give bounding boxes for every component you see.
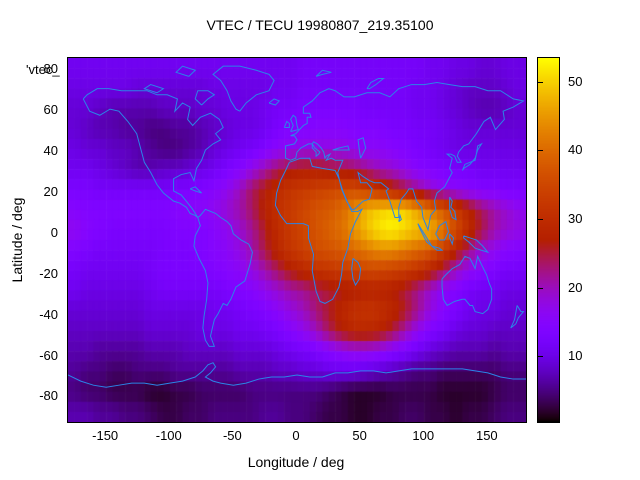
colorbar-tick-label: 30 [568,211,583,227]
plot-title: VTEC / TECU 19980807_219.35100 [206,17,434,33]
colorbar-tick-label: 40 [568,142,583,158]
y-tick-label: -80 [39,388,58,404]
colorbar-tick-mark [538,219,543,221]
key-label: 'vtec_ [26,62,60,77]
colorbar-tick-mark [538,150,543,152]
colorbar-tick-label: 50 [568,73,583,89]
colorbar-canvas [538,58,559,422]
x-tick-label: -150 [92,428,119,443]
y-tick-label: 40 [43,143,58,159]
colorbar [537,57,560,423]
coastline-overlay [68,58,526,422]
y-tick-label: -20 [39,265,58,281]
y-tick-label: 80 [43,61,58,77]
colorbar-tick-mark [538,287,543,289]
x-tick-label: 150 [475,428,498,443]
colorbar-tick-mark [538,356,543,358]
x-tick-label: -100 [155,428,182,443]
colorbar-tick-mark [538,81,543,83]
x-tick-label: 0 [292,428,300,443]
x-tick-label: -50 [222,428,242,443]
colorbar-tick-label: 10 [568,348,583,364]
x-axis-label: Longitude / deg [247,454,345,470]
coastline-path [68,66,526,387]
map-plot-area [67,57,527,423]
x-tick-label: 50 [352,428,367,443]
y-tick-label: 20 [43,183,58,199]
x-tick-label: 100 [412,428,435,443]
y-tick-label: -60 [39,347,58,363]
heatmap-canvas [68,58,526,422]
colorbar-tick-label: 20 [568,279,583,295]
y-tick-label: 0 [50,224,58,240]
y-tick-label: -40 [39,306,58,322]
y-tick-label: 60 [43,102,58,118]
